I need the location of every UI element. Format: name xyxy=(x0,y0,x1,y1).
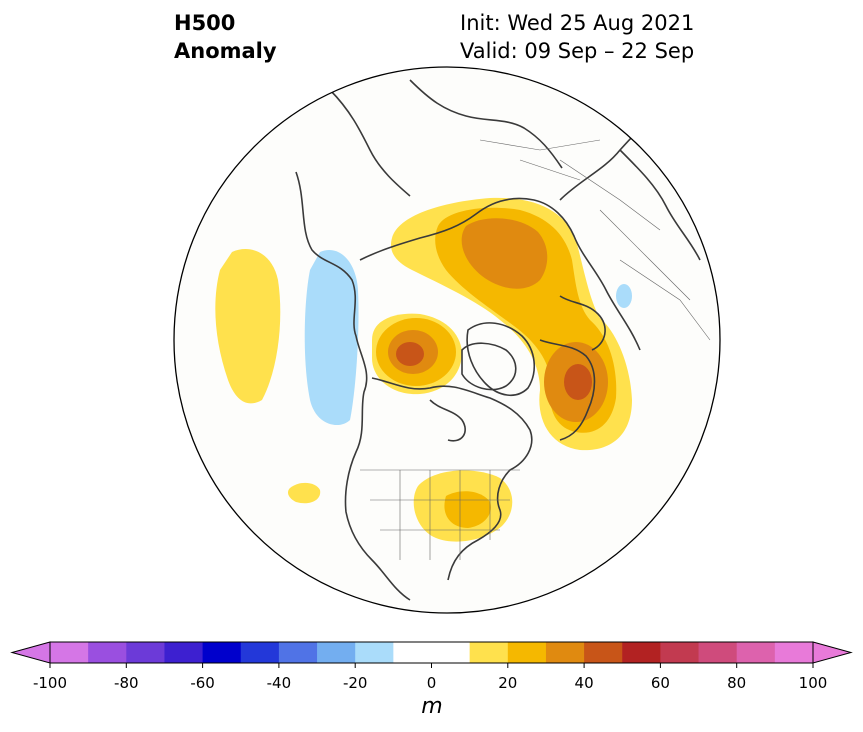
colorbar-segment xyxy=(278,642,318,663)
colorbar-unit-label: m xyxy=(421,694,443,719)
anomaly-northern-canada-50 xyxy=(396,342,424,366)
colorbar-segment xyxy=(774,642,814,663)
anomaly-subtropical-pacific xyxy=(288,482,321,504)
colorbar-tick-label: 0 xyxy=(426,674,437,692)
run-info: Init: Wed 25 Aug 2021 Valid: 09 Sep – 22… xyxy=(460,9,694,65)
anomaly-eastern-us-30 xyxy=(444,491,491,528)
anomaly-north-pacific xyxy=(215,249,281,404)
globe-outline xyxy=(173,66,721,614)
colorbar-segment xyxy=(431,642,471,663)
colorbar-segment xyxy=(164,642,204,663)
anomaly-contours xyxy=(215,79,711,601)
colorbar-segment xyxy=(736,642,776,663)
colorbar-segment xyxy=(698,642,738,663)
anomaly-gulf-alaska xyxy=(304,249,359,426)
colorbar-segment xyxy=(88,642,127,663)
colorbar-segment xyxy=(584,642,623,663)
colorbar-segment xyxy=(50,642,89,663)
colorbar-tick-label: -100 xyxy=(32,674,68,692)
valid-range: Valid: 09 Sep – 22 Sep xyxy=(460,39,695,63)
colorbar-segment xyxy=(507,642,547,663)
init-time: Init: Wed 25 Aug 2021 xyxy=(460,11,695,35)
colorbar-tick-label: 40 xyxy=(574,674,594,692)
colorbar-tick-label: -60 xyxy=(190,674,215,692)
plot-title: H500 Anomaly xyxy=(174,9,277,65)
colorbar-tick-label: -80 xyxy=(114,674,139,692)
colorbar-segment xyxy=(202,642,242,663)
colorbar-segment xyxy=(240,642,280,663)
title-line-2: Anomaly xyxy=(174,39,277,63)
colorbar-extend-high xyxy=(812,641,853,664)
anomaly-europe-50 xyxy=(564,364,592,400)
colorbar-segment xyxy=(317,642,356,663)
colorbar-segment xyxy=(660,642,700,663)
map-globe xyxy=(173,66,721,614)
anomaly-central-asia-negative xyxy=(616,284,632,308)
colorbar xyxy=(10,641,853,668)
colorbar-tick-label: -40 xyxy=(266,674,292,692)
colorbar-tick-label: 80 xyxy=(727,674,747,692)
anomaly-siberia-40 xyxy=(461,218,548,289)
political-boundaries xyxy=(360,139,711,560)
colorbar-segment xyxy=(545,642,585,663)
colorbar-segment xyxy=(469,642,509,663)
title-line-1: H500 xyxy=(174,11,236,35)
colorbar-tick-label: 100 xyxy=(798,674,828,692)
colorbar-segment xyxy=(622,642,661,663)
colorbar-segment xyxy=(126,642,165,663)
colorbar-segment xyxy=(393,642,432,663)
colorbar-tick-label: 20 xyxy=(498,674,518,692)
colorbar-extend-low xyxy=(10,641,51,664)
colorbar-tick-label: -20 xyxy=(342,674,368,692)
colorbar-tick-label: 60 xyxy=(650,674,670,692)
colorbar-segment xyxy=(355,642,394,663)
